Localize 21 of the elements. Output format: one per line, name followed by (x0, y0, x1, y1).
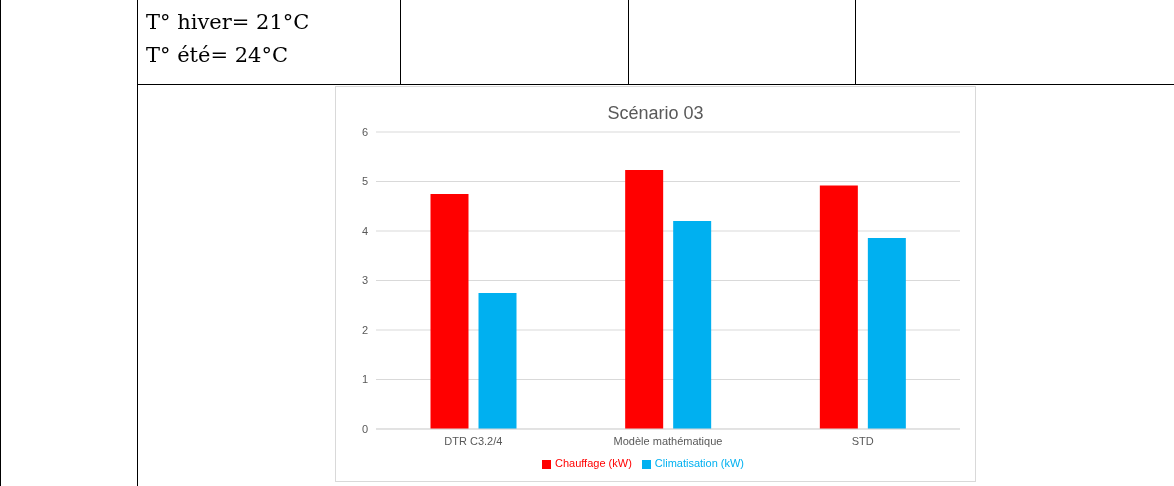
bar (478, 292, 517, 429)
y-tick-label: 3 (361, 274, 368, 287)
bar (673, 221, 712, 429)
x-tick-label: STD (851, 434, 874, 447)
bar (867, 237, 906, 429)
text: T° hiver= 21°C (146, 9, 310, 36)
x-tick-label: DTR C3.2/4 (444, 434, 503, 447)
chart-title: Scénario 03 (606, 103, 705, 124)
bar (625, 170, 664, 429)
y-tick-label: 6 (361, 125, 368, 138)
legend-label: Chauffage (kW) (554, 457, 632, 469)
y-tick-label: 5 (361, 175, 368, 188)
y-tick-label: 1 (361, 373, 368, 386)
y-tick-label: 0 (361, 422, 368, 435)
y-tick-label: 2 (361, 323, 368, 336)
legend-label: Climatisation (kW) (654, 457, 745, 469)
bar (430, 193, 469, 429)
y-tick-label: 4 (361, 224, 368, 237)
text: T° été= 24°C (146, 42, 290, 69)
bar (819, 185, 858, 429)
x-tick-label: Modèle mathématique (613, 434, 723, 447)
